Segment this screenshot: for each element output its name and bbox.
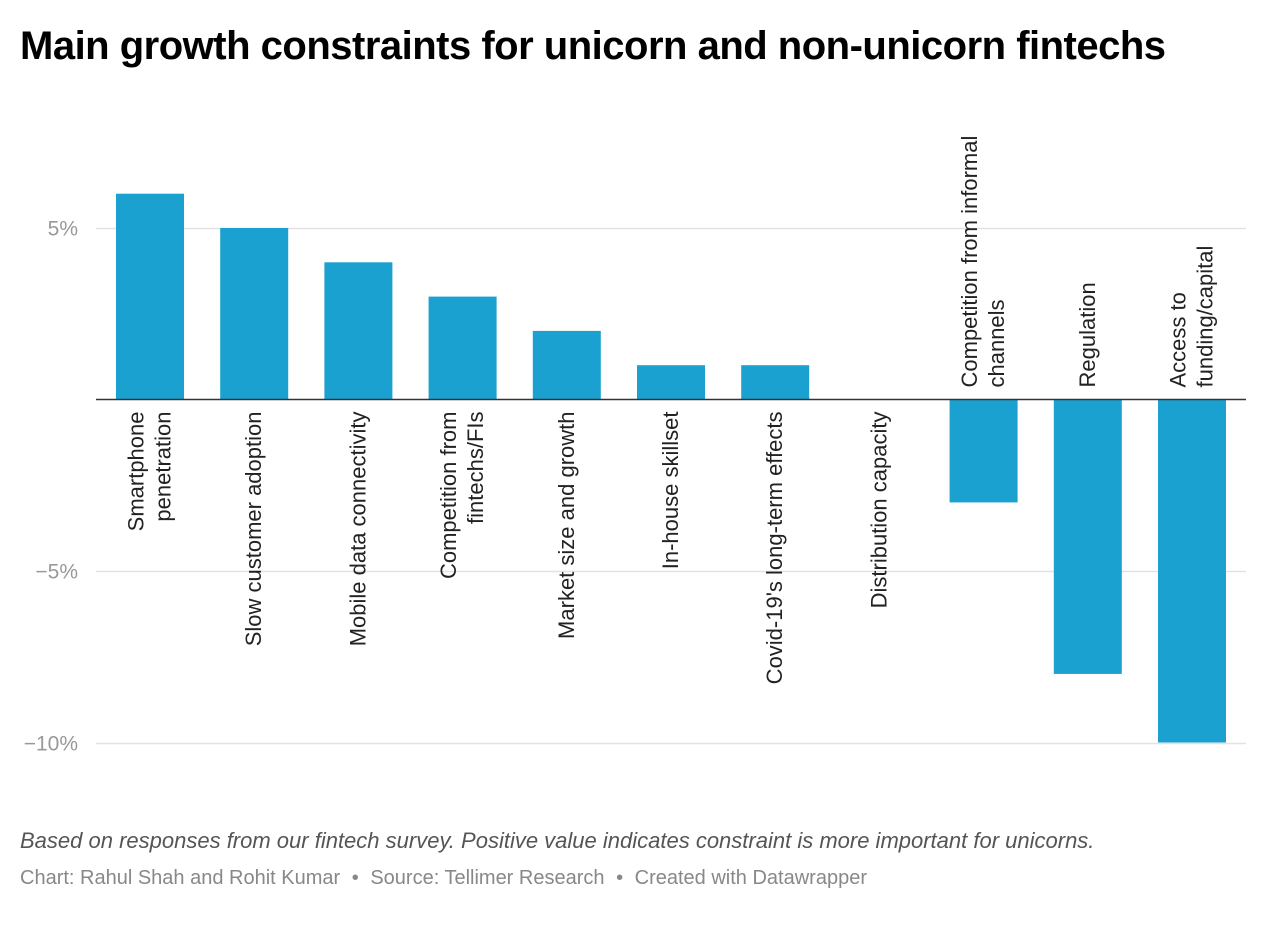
category-label-line: funding/capital (1193, 246, 1218, 388)
category-label-line: In-house skillset (658, 412, 683, 570)
category-label-line: fintechs/FIs (463, 411, 488, 523)
category-label: Competition from fintechs/FIs (436, 411, 488, 579)
byline-author: Chart: Rahul Shah and Rohit Kumar (20, 867, 341, 889)
category-label: Competition from informal channels (957, 136, 1009, 388)
bar (220, 228, 289, 400)
category-label-line: channels (984, 299, 1009, 387)
category-labels: Smartphone penetration Slow customer adopt… (124, 136, 1218, 685)
bar (428, 296, 497, 400)
category-label-line: Covid-19's long-term effects (762, 411, 787, 684)
category-label-line: Competition from (436, 411, 461, 579)
category-label: Distribution capacity (866, 412, 891, 609)
category-label: Regulation (1075, 282, 1100, 387)
bar (324, 262, 393, 400)
byline-source: Source: Tellimer Research (370, 867, 605, 889)
chart-notes: Based on responses from our fintech surv… (20, 828, 1095, 853)
category-label-line: Smartphone (124, 412, 149, 532)
category-label: Smartphone penetration (124, 412, 176, 532)
byline-created-with: Created with Datawrapper (634, 867, 867, 889)
category-label: Market size and growth (554, 412, 579, 639)
category-label-line: penetration (151, 412, 176, 522)
category-label-line: Mobile data connectivity (345, 412, 370, 647)
chart-byline: Chart: Rahul Shah and Rohit Kumar • Sour… (20, 867, 867, 890)
byline-separator: • (351, 867, 359, 889)
category-label: Access to funding/capital (1166, 246, 1218, 388)
y-tick-label: 5% (48, 218, 78, 241)
category-label-line: Competition from informal (957, 136, 982, 388)
bar (1053, 399, 1122, 674)
bar (532, 330, 601, 400)
category-label-line: Slow customer adoption (241, 412, 266, 647)
y-axis-ticks: 5% −5% −10% (24, 218, 78, 756)
category-label-line: Distribution capacity (866, 412, 891, 609)
category-label: Covid-19's long-term effects (762, 411, 787, 684)
y-tick-label: −5% (35, 561, 78, 584)
bar-layer (116, 193, 1226, 743)
bar (637, 365, 705, 400)
category-label: In-house skillset (658, 412, 683, 570)
y-tick-label: −10% (24, 733, 78, 756)
bar (949, 399, 1018, 503)
category-label: Slow customer adoption (241, 412, 266, 647)
category-label-line: Market size and growth (554, 412, 579, 639)
bar (116, 193, 184, 400)
category-label-line: Access to (1166, 292, 1191, 387)
category-label-line: Regulation (1075, 282, 1100, 387)
byline-separator: • (616, 867, 624, 889)
category-label: Mobile data connectivity (345, 412, 370, 647)
bar (741, 365, 810, 400)
bar (1158, 399, 1226, 743)
chart-title: Main growth constraints for unicorn and … (20, 24, 1166, 68)
